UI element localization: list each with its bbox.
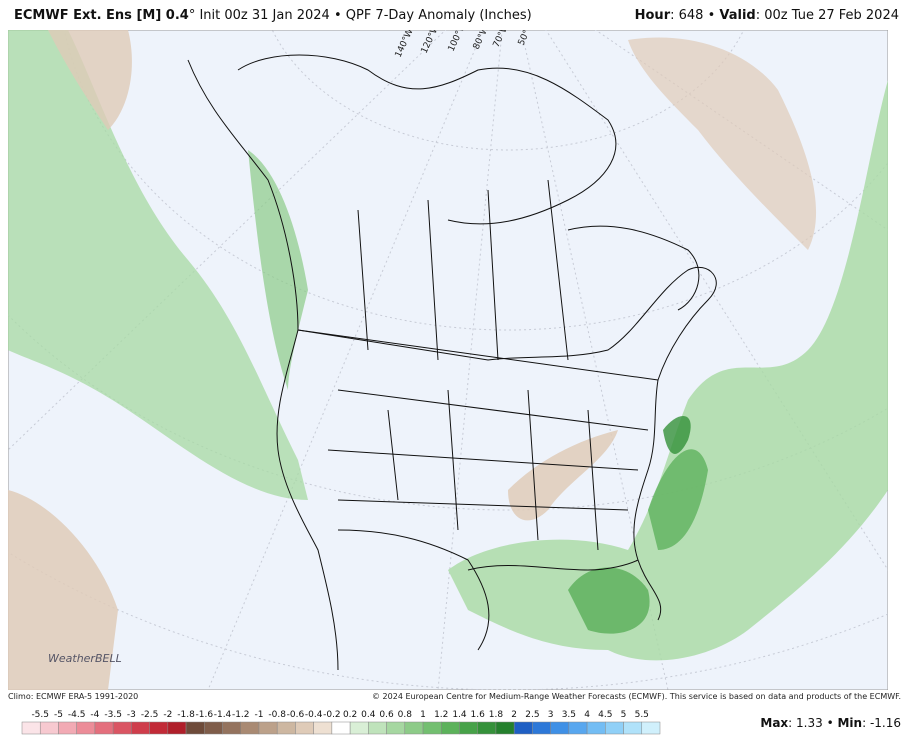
colorbar-label: -1.6 — [196, 710, 214, 720]
valid-label: Valid — [719, 8, 756, 23]
min: -1.16 — [869, 716, 901, 730]
init: Init 00z 31 Jan 2024 — [199, 8, 330, 23]
colorbar-label: 3.5 — [562, 710, 576, 720]
colorbar-swatch — [94, 721, 114, 735]
colorbar-label: 0.2 — [343, 710, 357, 720]
hour-label: Hour — [634, 8, 671, 23]
colorbar-label: 5 — [621, 710, 627, 720]
stats: Max: 1.33 • Min: -1.16 — [760, 716, 901, 730]
colorbar-label: -1.4 — [214, 710, 232, 720]
colorbar-label: 5.5 — [635, 710, 649, 720]
colorbar-label: 4.5 — [598, 710, 612, 720]
colorbar-swatch — [185, 721, 205, 735]
colorbar: -5.5 -5 -4.5 -4 -3.5 -3 -2.5 -2 -1.8 -1.6 -1.4 -1.2… — [21, 710, 661, 735]
colorbar-swatch — [532, 721, 551, 735]
precip-anomaly — [8, 30, 888, 690]
max-label: Max — [760, 716, 789, 730]
colorbar-swatch — [586, 721, 606, 735]
colorbar-label: -0.2 — [323, 710, 341, 720]
colorbar-swatch — [386, 721, 406, 735]
colorbar-swatch — [276, 721, 296, 735]
colorbar-swatch — [167, 721, 187, 735]
map: 140°W 120°W 100°W 80°W 70°W 50°W WeatherBELL — [8, 30, 888, 690]
colorbar-label: 0.4 — [361, 710, 376, 720]
colorbar-label: -4 — [90, 710, 99, 720]
colorbar-label: -3.5 — [104, 710, 122, 720]
colorbar-label: -0.8 — [268, 710, 286, 720]
colorbar-label: 0.8 — [398, 710, 413, 720]
colorbar-swatch — [149, 721, 169, 735]
colorbar-swatch — [58, 721, 77, 735]
colorbar-swatch — [550, 721, 570, 735]
max: 1.33 — [796, 716, 823, 730]
hour: 648 — [678, 8, 704, 23]
colorbar-swatch — [112, 721, 132, 735]
colorbar-swatch — [404, 721, 424, 735]
product: QPF 7-Day Anomaly (Inches) — [345, 8, 532, 23]
colorbar-swatch — [76, 721, 96, 735]
colorbar-swatch — [422, 721, 442, 735]
colorbar-swatch — [295, 721, 314, 735]
colorbar-label: 1 — [420, 710, 426, 720]
colorbar-swatch — [441, 721, 460, 735]
colorbar-swatch — [222, 721, 241, 735]
colorbar-swatch — [368, 721, 387, 735]
degree: ° — [188, 8, 196, 23]
colorbar-label: -1.8 — [177, 710, 195, 720]
header-right: Hour: 648 • Valid: 00z Tue 27 Feb 2024 — [634, 8, 899, 23]
colorbar-label: -0.4 — [305, 710, 323, 720]
colorbar-label: -5.5 — [31, 710, 49, 720]
colorbar-label: -4.5 — [68, 710, 86, 720]
colorbar-swatch — [495, 721, 515, 735]
colorbar-label: 1.8 — [489, 710, 504, 720]
valid: 00z Tue 27 Feb 2024 — [764, 8, 899, 23]
watermark: WeatherBELL — [48, 652, 122, 665]
colorbar-label: 2.5 — [525, 710, 539, 720]
colorbar-swatch — [240, 721, 260, 735]
colorbar-swatch — [204, 721, 223, 735]
colorbar-label: 4 — [584, 710, 590, 720]
colorbar-label: -5 — [54, 710, 63, 720]
colorbar-swatch — [623, 721, 643, 735]
colorbar-swatch — [641, 721, 661, 735]
colorbar-label: -2.5 — [141, 710, 159, 720]
colorbar-label: 0.6 — [379, 710, 394, 720]
colorbar-swatch — [513, 721, 533, 735]
colorbar-swatch — [477, 721, 497, 735]
colorbar-swatch — [331, 721, 351, 735]
colorbar-swatch — [605, 721, 624, 735]
colorbar-swatch — [39, 721, 59, 735]
colorbar-swatch — [21, 721, 41, 735]
header-left: ECMWF Ext. Ens [M] 0.4° Init 00z 31 Jan … — [14, 8, 532, 23]
colorbar-label: 3 — [548, 710, 554, 720]
colorbar-label: 1.6 — [471, 710, 486, 720]
colorbar-label: 1.4 — [452, 710, 467, 720]
colorbar-label: -2 — [163, 710, 172, 720]
colorbar-label: 1.2 — [434, 710, 448, 720]
min-label: Min — [837, 716, 863, 730]
colorbar-swatch — [313, 721, 333, 735]
colorbar-swatch — [568, 721, 588, 735]
colorbar-swatch — [459, 721, 478, 735]
copyright: © 2024 European Centre for Medium-Range … — [372, 692, 901, 701]
colorbar-label: 2 — [511, 710, 517, 720]
colorbar-label: -0.6 — [287, 710, 305, 720]
model: ECMWF Ext. Ens [M] 0.4 — [14, 8, 189, 23]
colorbar-label: -1.2 — [232, 710, 250, 720]
colorbar-swatch — [349, 721, 369, 735]
colorbar-label: -3 — [127, 710, 136, 720]
boundaries — [187, 54, 717, 671]
colorbar-swatch — [131, 721, 150, 735]
colorbar-label: -1 — [254, 710, 263, 720]
climo: Climo: ECMWF ERA-5 1991-2020 — [8, 692, 139, 701]
colorbar-swatch — [258, 721, 278, 735]
